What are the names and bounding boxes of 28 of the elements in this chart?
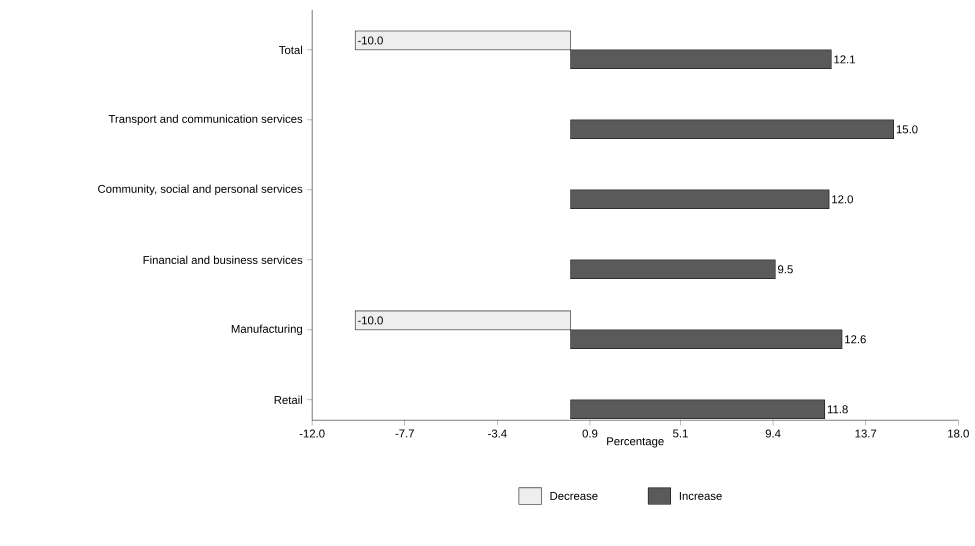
legend-label: Decrease [550,492,598,500]
x-tick-label: 9.4 [766,429,781,438]
x-tick-label: 13.7 [856,429,876,438]
legend-label: Increase [680,492,722,500]
x-axis-title: Percentage [607,437,664,448]
data-label: 12.1 [834,55,856,64]
data-label: 11.8 [828,405,848,414]
data-label: 12.6 [845,335,866,344]
y-tick-label: Retail [274,396,302,404]
x-tick-label: 0.9 [582,429,598,438]
y-tick-label: Community, social and personal services [98,184,302,196]
data-label: 9.5 [778,265,793,274]
x-tick-label: -3.4 [488,429,507,438]
data-label: -10.0 [358,36,383,44]
data-label: 12.0 [832,195,853,204]
y-tick-label: Financial and business services [144,256,302,264]
x-tick-label: -12.0 [300,429,325,438]
x-tick-label: 5.1 [673,429,688,438]
bar [570,190,830,209]
y-tick-label: Manufacturing [232,324,302,336]
y-tick-label: Transport and communication services [108,114,302,126]
data-label: 15.0 [896,125,918,134]
y-tick-label: Total [279,46,302,54]
x-tick-label: -7.7 [395,429,414,438]
x-tick-label: 18.0 [948,429,969,438]
bar [570,120,894,139]
bar [570,260,776,279]
data-label: -10.0 [358,316,383,324]
